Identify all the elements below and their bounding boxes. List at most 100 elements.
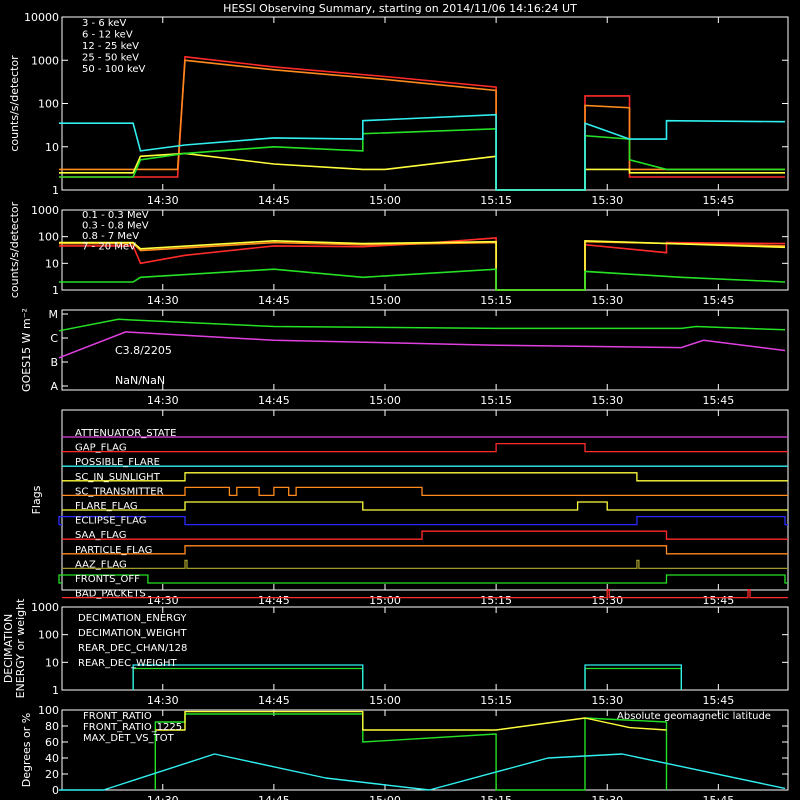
ratio-series-line [154, 713, 668, 791]
flag-label: AAZ_FLAG [75, 559, 127, 570]
legend-entry: 12 - 25 keV [82, 41, 139, 52]
legend-entry: 50 - 100 keV [82, 64, 146, 75]
y-axis-label: counts/s/detector [8, 201, 21, 298]
legend-entry: Absolute geomagnetic latitude [617, 711, 771, 722]
x-tick-label: 15:45 [703, 294, 735, 307]
panel-frame-4 [61, 409, 789, 591]
x-tick-label: 15:00 [369, 794, 401, 800]
y-tick-label: 10 [45, 257, 59, 270]
x-tick-label: 14:30 [147, 794, 179, 800]
legend-entry: 25 - 50 keV [82, 53, 139, 64]
y-tick-label: B [50, 356, 58, 369]
y-tick-label: 1000 [31, 54, 59, 67]
series-line-7-20-mev [59, 268, 786, 291]
y-tick-label: 100 [38, 704, 59, 717]
y-tick-label: 40 [45, 752, 59, 765]
x-tick-label: 14:45 [258, 794, 290, 800]
flag-line [62, 545, 788, 555]
x-tick-label: 15:00 [369, 194, 401, 207]
flag-label: POSSIBLE_FLARE [75, 457, 160, 468]
y-axis-label: Flags [30, 485, 43, 514]
series-line-12-25-kev [59, 152, 785, 191]
y-axis-label: DECIMATION [2, 614, 15, 683]
series-line-25-50-kev [59, 127, 785, 191]
x-tick-label: 14:30 [147, 594, 179, 607]
y-tick-label: 10000 [24, 11, 59, 24]
ratio-series-line [155, 710, 667, 731]
goes-series-line [58, 318, 786, 332]
legend-entry: 6 - 12 keV [82, 30, 133, 41]
x-tick-label: 15:45 [703, 594, 735, 607]
x-tick-label: 15:15 [480, 394, 512, 407]
x-tick-label: 14:45 [258, 694, 290, 707]
chart-title: HESSI Observing Summary, starting on 201… [223, 2, 577, 15]
x-tick-label: 15:30 [591, 394, 623, 407]
decimation-line [132, 667, 364, 690]
panel-frame-5 [61, 606, 789, 691]
x-tick-label: 14:30 [147, 694, 179, 707]
y-axis-label: Degrees or % [20, 713, 33, 787]
series-line-0-1-0-3-mev [59, 237, 786, 291]
flag-label: SAA_FLAG [75, 530, 126, 541]
y-tick-label: 60 [45, 736, 59, 749]
legend-entry: REAR_DEC_WEIGHT [78, 658, 177, 669]
y-tick-label: M [49, 308, 59, 321]
flag-label: PARTICLE_FLAG [75, 545, 152, 556]
x-tick-label: 14:45 [258, 294, 290, 307]
flag-line [58, 574, 788, 584]
y-tick-label: 100 [38, 629, 59, 642]
y-tick-label: 10 [45, 141, 59, 154]
legend-entry: MAX_DET_VS_TOT [83, 733, 175, 744]
series-line-0-8-7-mev [59, 239, 786, 291]
y-tick-label: 100 [38, 98, 59, 111]
y-tick-label: 80 [45, 720, 59, 733]
panel-frame-2 [61, 209, 789, 291]
legend-entry: DECIMATION_WEIGHT [78, 628, 187, 639]
goes-series-line [58, 331, 786, 359]
legend-entry: DECIMATION_ENERGY [78, 613, 187, 624]
x-tick-label: 15:00 [369, 394, 401, 407]
x-tick-label: 14:30 [147, 194, 179, 207]
flag-line [62, 588, 788, 599]
y-tick-label: 1 [52, 184, 59, 197]
flag-line [62, 486, 788, 497]
x-tick-label: 14:45 [258, 394, 290, 407]
x-tick-label: 15:00 [369, 694, 401, 707]
x-tick-label: 15:15 [480, 194, 512, 207]
decimation-line [584, 667, 682, 690]
flag-label: BAD_PACKETS [75, 589, 146, 600]
flag-line [62, 530, 788, 540]
y-tick-label: C [50, 332, 58, 345]
legend-entry: 0.3 - 0.8 MeV [82, 221, 149, 232]
x-tick-label: 15:30 [591, 294, 623, 307]
x-tick-label: 14:30 [147, 294, 179, 307]
flag-label: ECLIPSE_FLAG [75, 516, 146, 527]
legend-entry: FRONT_RATIO [83, 711, 152, 722]
y-tick-label: 1 [52, 284, 59, 297]
x-tick-label: 15:45 [703, 694, 735, 707]
flag-line [62, 472, 788, 482]
goes-annotation: C3.8/2205 [115, 344, 172, 357]
x-tick-label: 15:45 [703, 194, 735, 207]
y-tick-label: 1000 [31, 204, 59, 217]
flag-line [62, 559, 788, 570]
flag-label: GAP_FLAG [75, 443, 127, 454]
ratio-series-line [59, 753, 786, 791]
y-axis-label: GOES15 W m⁻² [20, 308, 33, 392]
legend-entry: 7 - 20 MeV [82, 242, 136, 253]
y-tick-label: 20 [45, 768, 59, 781]
decimation-line [584, 664, 682, 690]
legend-entry: REAR_DEC_CHAN/128 [78, 643, 187, 654]
goes-annotation: NaN/NaN [115, 374, 165, 387]
y-tick-label: 1 [52, 684, 59, 697]
x-tick-label: 14:45 [258, 194, 290, 207]
decimation-line [132, 664, 364, 690]
x-tick-label: 15:30 [591, 194, 623, 207]
x-tick-label: 15:00 [369, 294, 401, 307]
series-line-50-100-kev [59, 113, 786, 191]
legend-entry: 3 - 6 keV [82, 18, 126, 29]
x-tick-label: 15:15 [480, 594, 512, 607]
flag-label: SC_TRANSMITTER [75, 486, 164, 497]
flag-line [58, 515, 788, 526]
